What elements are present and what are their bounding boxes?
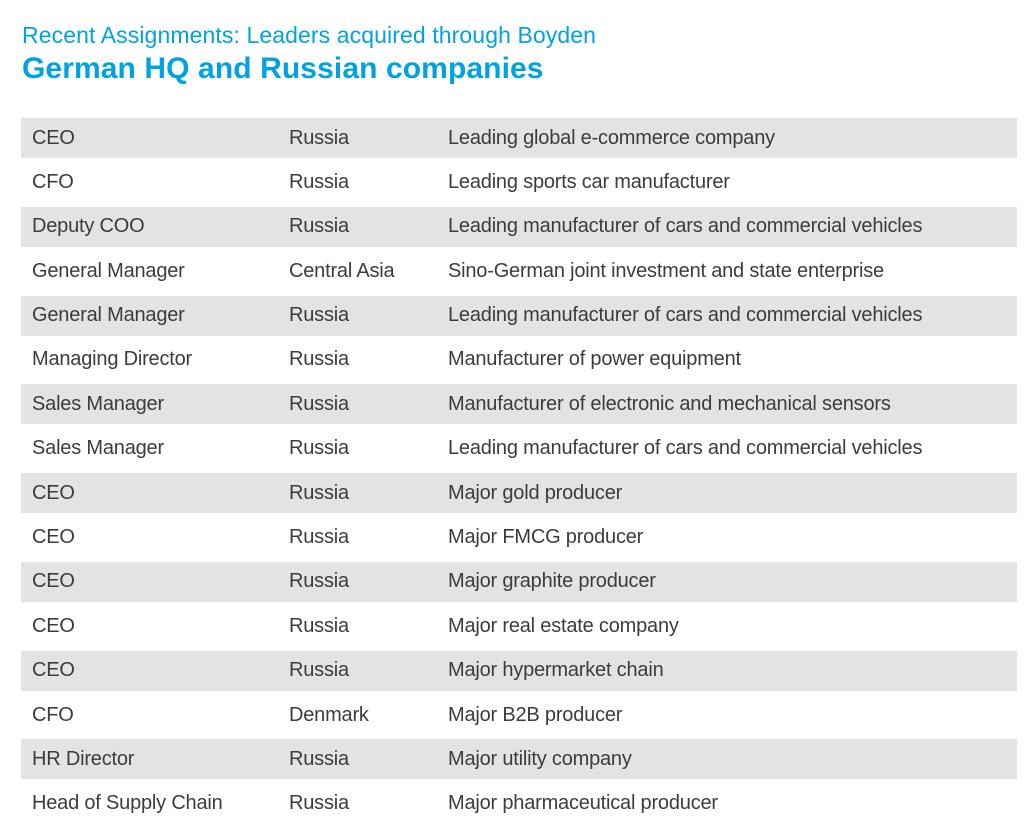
region-cell: Russia [289, 348, 349, 371]
table-row: Managing Director Russia Manufacturer of… [21, 339, 1017, 380]
table-row: Sales Manager Russia Manufacturer of ele… [21, 384, 1017, 425]
table-row: Sales Manager Russia Leading manufacture… [21, 428, 1017, 469]
role-cell: CEO [32, 481, 75, 504]
region-cell: Russia [289, 747, 349, 770]
role-cell: HR Director [32, 747, 135, 770]
title-block: Recent Assignments: Leaders acquired thr… [22, 20, 596, 87]
region-cell: Denmark [289, 703, 369, 726]
table-row: CEO Russia Major real estate company [21, 606, 1017, 647]
region-cell: Russia [289, 792, 349, 815]
page-title: German HQ and Russian companies [22, 52, 544, 85]
description-cell: Major graphite producer [448, 570, 656, 593]
region-cell: Russia [289, 437, 349, 460]
description-cell: Major hypermarket chain [448, 659, 664, 682]
description-cell: Major FMCG producer [448, 526, 644, 549]
description-cell: Major real estate company [448, 614, 679, 637]
description-cell: Major pharmaceutical producer [448, 792, 718, 815]
table-row: HR Director Russia Major utility company [21, 739, 1017, 780]
region-cell: Russia [289, 392, 349, 415]
role-cell: General Manager [32, 304, 185, 327]
role-cell: CFO [32, 170, 74, 193]
description-cell: Leading manufacturer of cars and commerc… [448, 304, 923, 327]
table-row: Deputy COO Russia Leading manufacturer o… [21, 206, 1017, 247]
role-cell: Managing Director [32, 348, 193, 371]
region-cell: Russia [289, 526, 349, 549]
description-cell: Major gold producer [448, 481, 623, 504]
region-cell: Central Asia [289, 259, 395, 282]
region-cell: Russia [289, 614, 349, 637]
description-cell: Leading manufacturer of cars and commerc… [448, 215, 923, 238]
description-cell: Major B2B producer [448, 703, 623, 726]
region-cell: Russia [289, 570, 349, 593]
slide-kicker: Recent Assignments: Leaders acquired thr… [22, 22, 597, 48]
table-row: CEO Russia Major FMCG producer [21, 517, 1017, 558]
description-cell: Manufacturer of electronic and mechanica… [448, 392, 891, 415]
region-cell: Russia [289, 481, 349, 504]
role-cell: General Manager [32, 259, 185, 282]
region-cell: Russia [289, 170, 349, 193]
description-cell: Manufacturer of power equipment [448, 348, 741, 371]
role-cell: CFO [32, 703, 74, 726]
assignments-table: CEO Russia Leading global e-commerce com… [21, 118, 1017, 824]
table-row: CFO Russia Leading sports car manufactur… [21, 162, 1017, 203]
table-row: CFO Denmark Major B2B producer [21, 695, 1017, 736]
region-cell: Russia [289, 659, 349, 682]
role-cell: CEO [32, 526, 75, 549]
description-cell: Leading manufacturer of cars and commerc… [448, 437, 923, 460]
role-cell: CEO [32, 570, 75, 593]
region-cell: Russia [289, 215, 349, 238]
role-cell: Sales Manager [32, 392, 164, 415]
description-cell: Leading global e-commerce company [448, 126, 775, 149]
role-cell: CEO [32, 126, 75, 149]
table-row: CEO Russia Leading global e-commerce com… [21, 118, 1017, 158]
table-row: General Manager Central Asia Sino-German… [21, 251, 1017, 292]
table-row: General Manager Russia Leading manufactu… [21, 295, 1017, 336]
table-row: CEO Russia Major graphite producer [21, 561, 1017, 602]
role-cell: Deputy COO [32, 215, 145, 238]
region-cell: Russia [289, 126, 349, 149]
role-cell: CEO [32, 614, 75, 637]
role-cell: Sales Manager [32, 437, 164, 460]
table-row: Head of Supply Chain Russia Major pharma… [21, 783, 1017, 824]
region-cell: Russia [289, 304, 349, 327]
table-row: CEO Russia Major hypermarket chain [21, 650, 1017, 691]
description-cell: Leading sports car manufacturer [448, 170, 730, 193]
role-cell: CEO [32, 659, 75, 682]
description-cell: Major utility company [448, 747, 632, 770]
description-cell: Sino-German joint investment and state e… [448, 259, 884, 282]
role-cell: Head of Supply Chain [32, 792, 223, 815]
table-row: CEO Russia Major gold producer [21, 473, 1017, 514]
